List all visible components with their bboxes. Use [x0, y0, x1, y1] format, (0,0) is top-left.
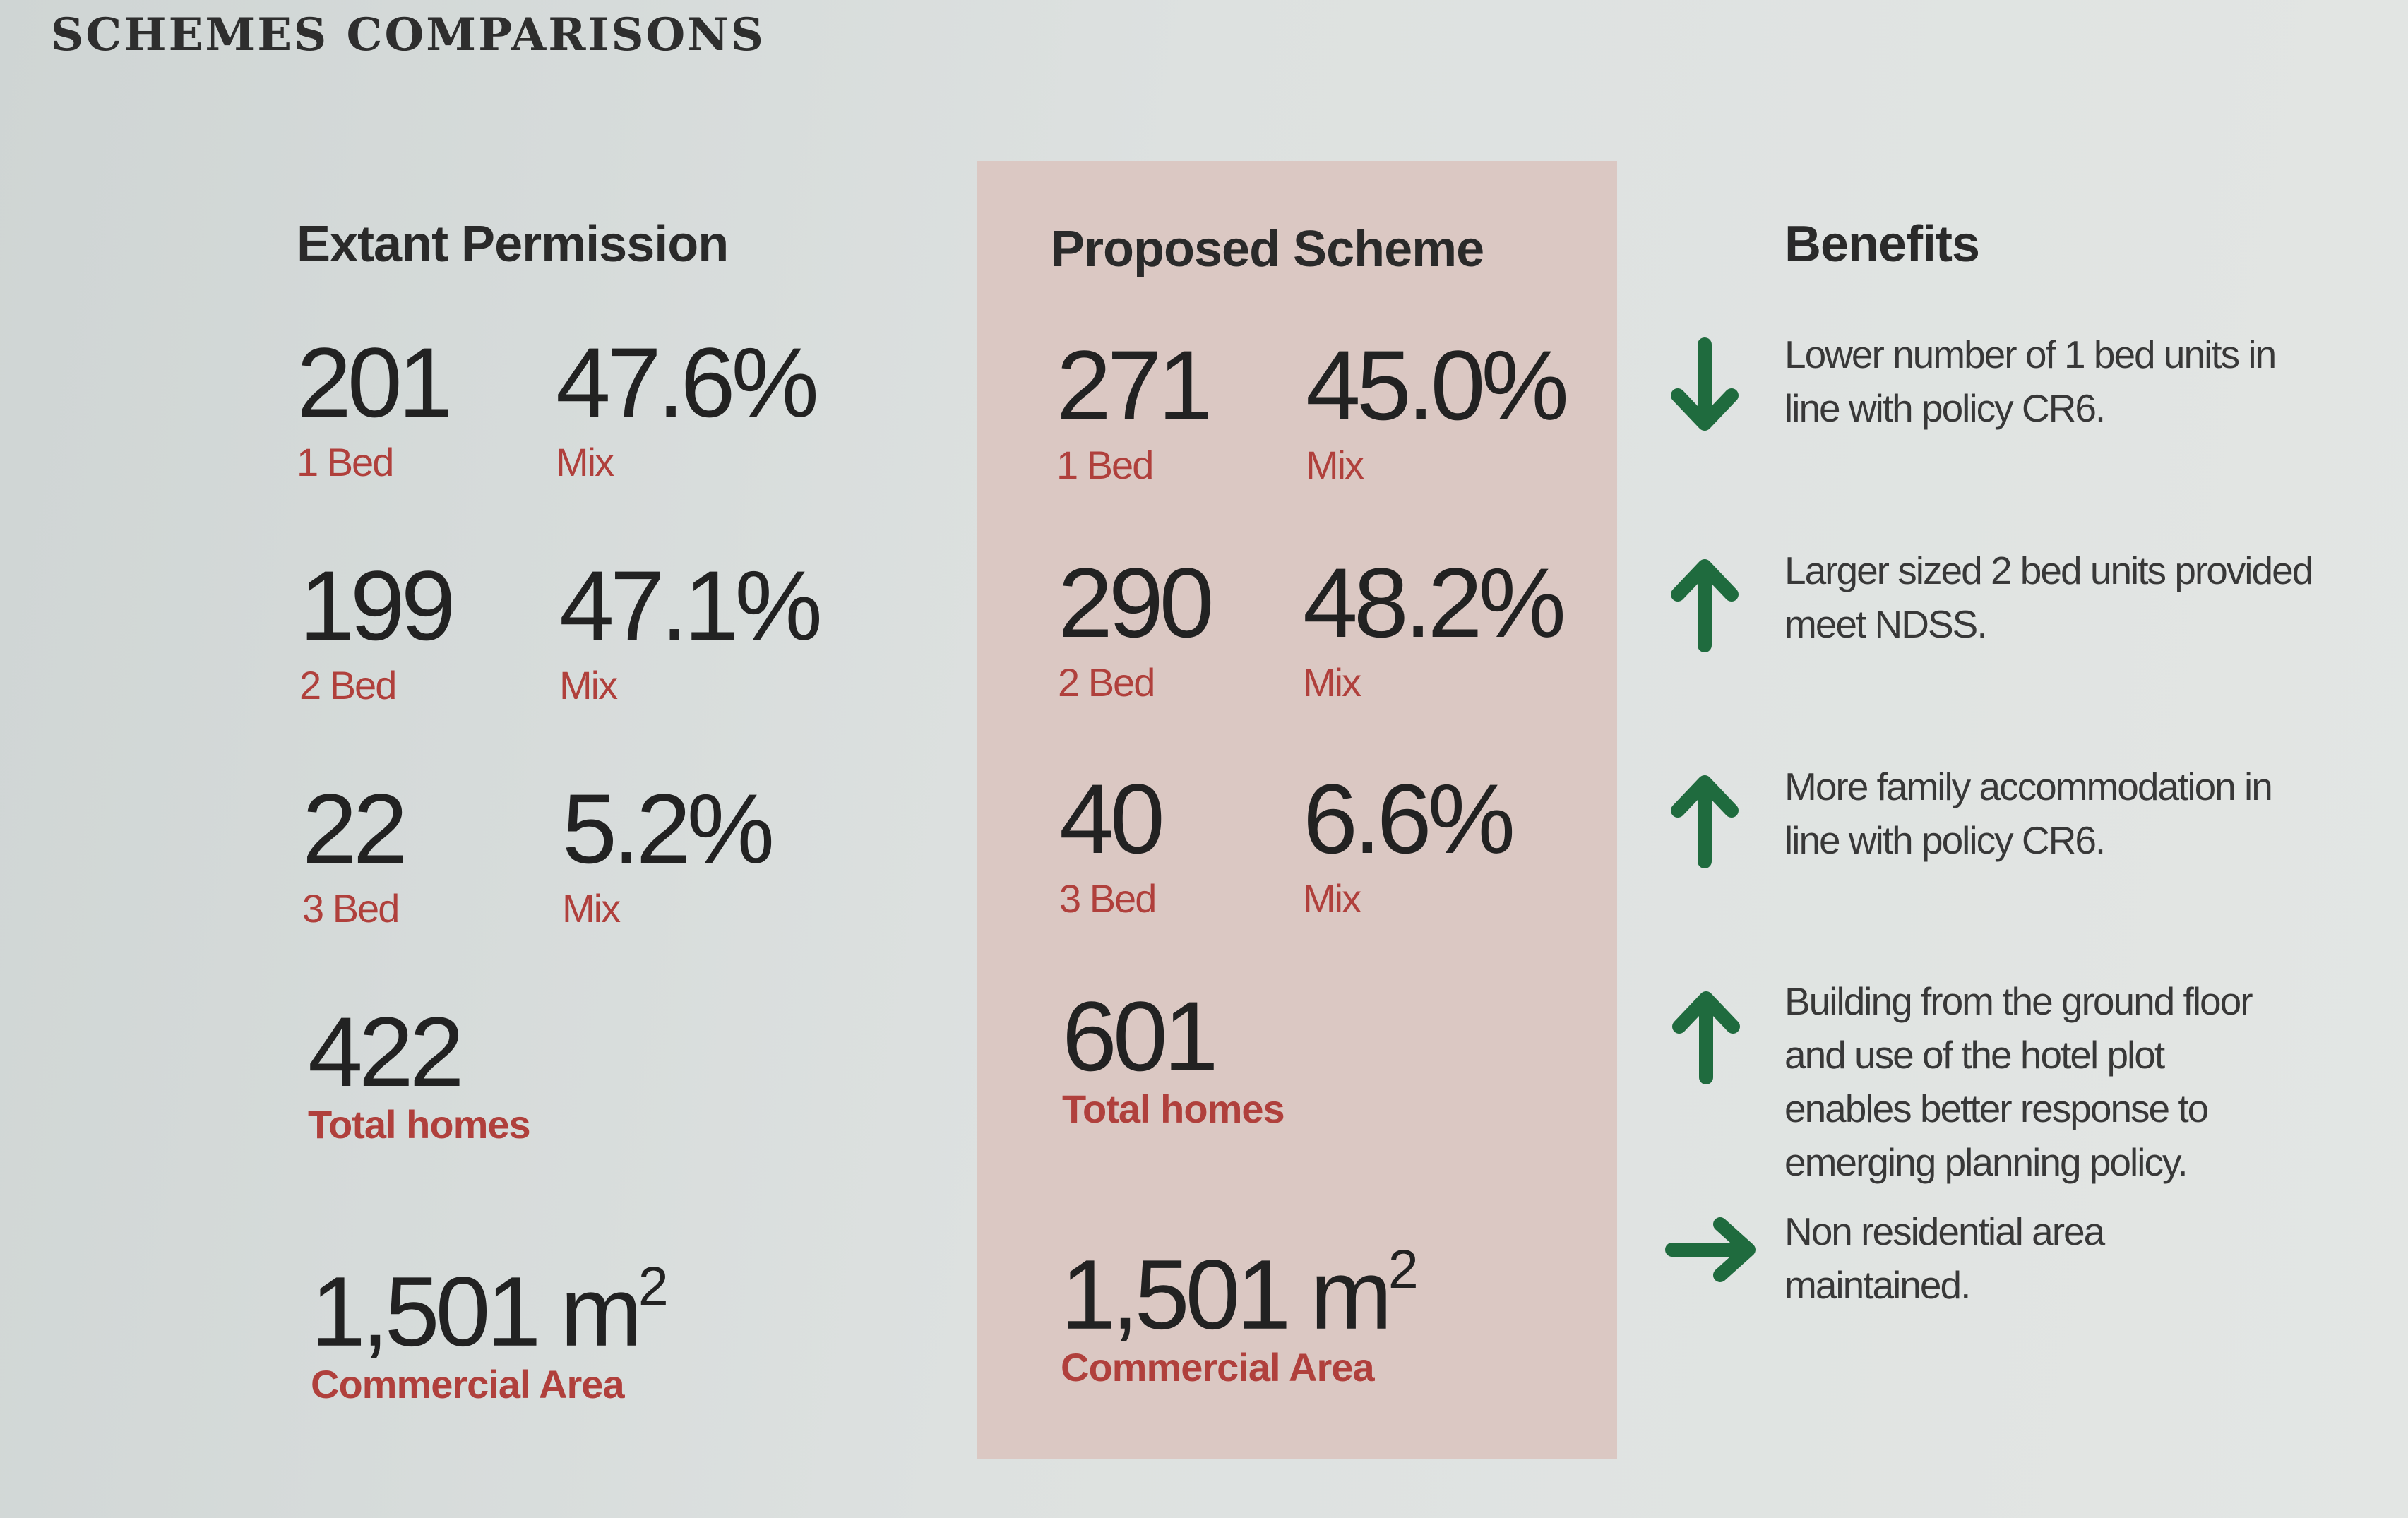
count: 199 [299, 550, 456, 661]
unit-exponent: 2 [1388, 1239, 1419, 1300]
mix: 48.2% [1303, 547, 1566, 658]
mix: 6.6% [1303, 763, 1515, 874]
total-label: Total homes [308, 1102, 531, 1147]
benefit-text: Non residential area maintained. [1784, 1209, 2105, 1307]
mix-label: Mix [556, 440, 614, 484]
arrow-up-icon [1671, 559, 1739, 652]
count: 22 [302, 773, 408, 884]
count: 271 [1056, 330, 1213, 441]
proposed-1bed-mix: 45.0% Mix [1306, 330, 1569, 488]
commercial-label: Commercial Area [311, 1361, 625, 1406]
benefit-text: Building from the ground floor and use o… [1784, 979, 2253, 1184]
extant-commercial: 1,501 m2 Commercial Area [311, 1237, 669, 1407]
proposed-commercial: 1,501 m2 Commercial Area [1061, 1220, 1419, 1390]
commercial-area: 1,501 m [311, 1255, 643, 1367]
count-label: 1 Bed [1056, 443, 1154, 487]
arrow-up-icon [1671, 775, 1739, 868]
count-label: 2 Bed [299, 663, 397, 707]
proposed-3bed: 40 3 Bed [1059, 763, 1165, 921]
mix: 5.2% [562, 773, 775, 884]
mix-label: Mix [1306, 443, 1364, 487]
commercial-area: 1,501 m [1061, 1238, 1393, 1350]
count-label: 3 Bed [302, 886, 400, 931]
proposed-total: 601 Total homes [1062, 987, 1285, 1132]
proposed-panel-background [977, 161, 1617, 1459]
arrow-down-icon [1671, 337, 1739, 431]
extant-1bed: 201 1 Bed [297, 327, 453, 485]
page-title: SCHEMES COMPARISONS [51, 8, 765, 61]
extant-3bed: 22 3 Bed [302, 773, 408, 931]
extant-2bed-mix: 47.1% Mix [559, 550, 823, 708]
count-label: 1 Bed [297, 440, 394, 484]
mix-label: Mix [1303, 876, 1361, 921]
total-label: Total homes [1062, 1087, 1285, 1131]
benefit-text: More family accommodation in line with p… [1784, 765, 2273, 862]
mix: 47.1% [559, 550, 823, 661]
proposed-2bed: 290 2 Bed [1058, 547, 1215, 705]
extant-3bed-mix: 5.2% Mix [562, 773, 775, 931]
proposed-3bed-mix: 6.6% Mix [1303, 763, 1515, 921]
count: 201 [297, 327, 453, 438]
extant-1bed-mix: 47.6% Mix [556, 327, 819, 485]
unit-exponent: 2 [638, 1256, 669, 1317]
mix: 45.0% [1306, 330, 1569, 441]
benefit-text: Larger sized 2 bed units provided meet N… [1784, 549, 2313, 646]
count-label: 2 Bed [1058, 660, 1155, 705]
benefit-text: Lower number of 1 bed units in line with… [1784, 333, 2277, 430]
mix-label: Mix [559, 663, 618, 707]
benefits-heading: Benefits [1784, 216, 1980, 273]
proposed-heading: Proposed Scheme [1051, 221, 1484, 277]
arrow-right-icon [1665, 1217, 1756, 1282]
proposed-2bed-mix: 48.2% Mix [1303, 547, 1566, 705]
mix-label: Mix [1303, 660, 1361, 705]
commercial-label: Commercial Area [1061, 1344, 1375, 1389]
proposed-1bed: 271 1 Bed [1056, 330, 1213, 488]
total-count: 601 [1062, 981, 1219, 1092]
mix: 47.6% [556, 327, 819, 438]
count: 290 [1058, 547, 1215, 658]
extant-2bed: 199 2 Bed [299, 550, 456, 708]
count: 40 [1059, 763, 1165, 874]
extant-total: 422 Total homes [308, 996, 531, 1147]
count-label: 3 Bed [1059, 876, 1157, 921]
total-count: 422 [308, 996, 465, 1107]
mix-label: Mix [562, 886, 621, 931]
extant-heading: Extant Permission [297, 216, 729, 273]
arrow-up-icon [1672, 991, 1740, 1084]
